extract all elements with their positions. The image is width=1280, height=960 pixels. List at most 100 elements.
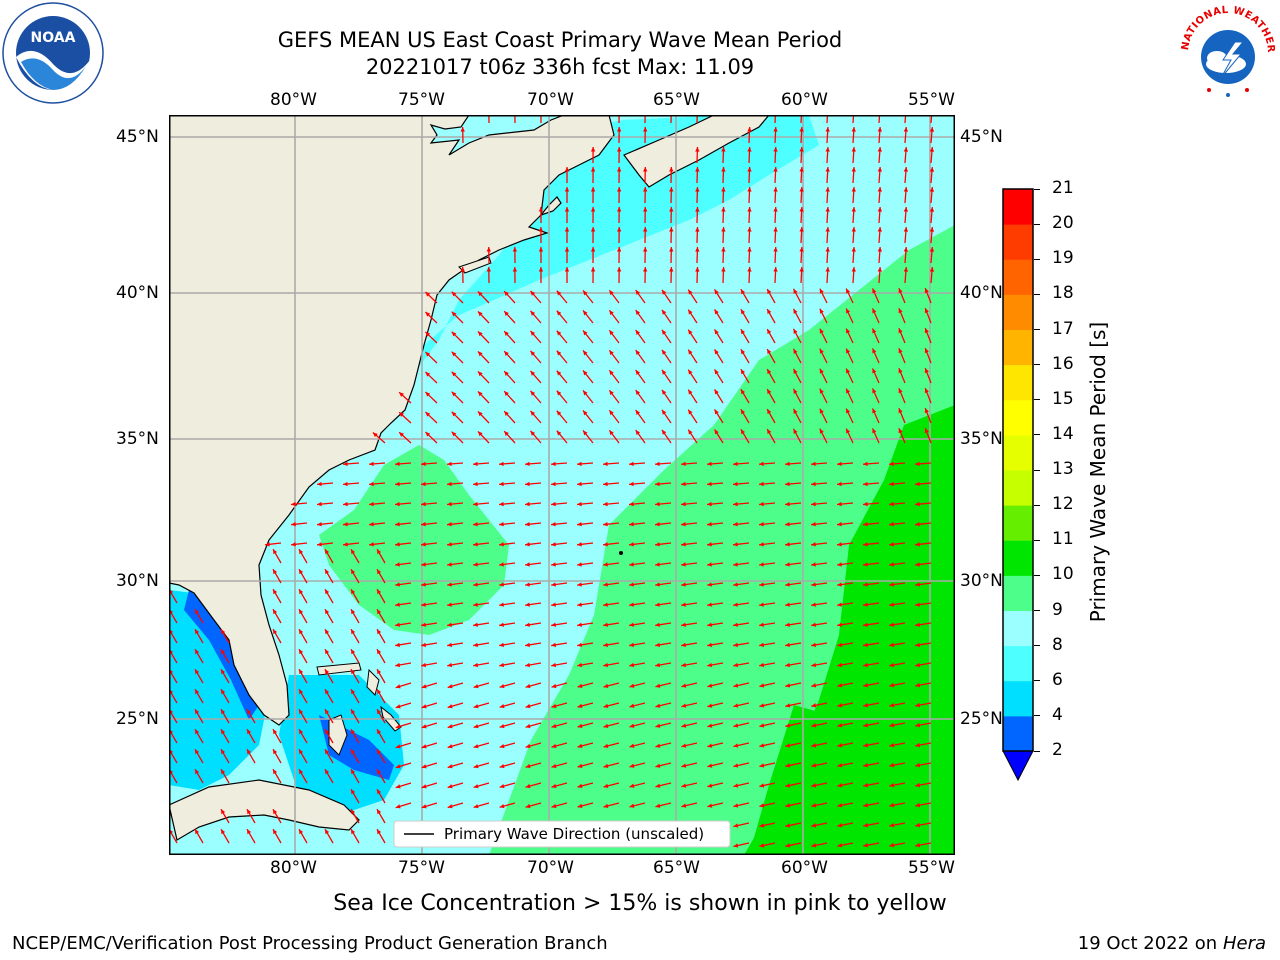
wave-arrow-head <box>473 704 479 709</box>
wave-arrow-head <box>525 723 531 729</box>
wave-arrow-head <box>799 247 804 252</box>
wave-arrow-head <box>477 431 483 437</box>
wave-arrow-head <box>564 187 570 192</box>
wave-arrow-head <box>473 784 479 789</box>
wave-arrow-head <box>525 542 530 547</box>
wave-arrow-head <box>551 642 557 647</box>
wave-arrow-head <box>299 709 304 715</box>
wave-arrow-head <box>655 481 660 487</box>
wave-arrow-head <box>799 207 804 212</box>
wave-arrow-head <box>707 803 713 808</box>
wave-arrow-head <box>530 410 536 416</box>
lon-tick-top-60: 60°W <box>781 90 828 110</box>
wave-arrow-head <box>759 481 764 487</box>
wave-arrow-head <box>773 127 778 132</box>
wave-arrow-head <box>825 127 830 132</box>
wave-arrow-head <box>773 267 778 272</box>
wave-arrow-head <box>577 703 583 709</box>
wave-arrow-head <box>195 749 200 755</box>
wave-arrow-head <box>421 724 427 729</box>
wave-arrow-head <box>688 389 693 395</box>
wave-arrow-head <box>759 522 764 527</box>
wave-arrow-head <box>846 348 851 354</box>
wave-arrow-head <box>863 703 869 708</box>
wave-arrow-head <box>499 461 504 467</box>
wave-arrow-head <box>793 348 798 354</box>
wave-arrow-head <box>643 187 648 192</box>
wave-arrow-head <box>377 649 382 655</box>
wave-arrow-head <box>681 743 687 748</box>
wave-arrow-head <box>603 723 609 728</box>
wave-arrow-head <box>837 723 843 728</box>
period-region-10-11-south <box>749 705 849 855</box>
lon-tick-bottom-60: 60°W <box>781 858 828 878</box>
wave-arrow-head <box>714 329 719 335</box>
wave-arrow-head <box>915 842 921 848</box>
wave-arrow-head <box>872 328 877 334</box>
wave-arrow-head <box>903 227 909 232</box>
wave-arrow-head <box>421 784 427 789</box>
wave-arrow-head <box>499 803 505 809</box>
lon-tick-bottom-75: 75°W <box>398 858 445 878</box>
colorbar-tick: 10 <box>1052 564 1074 585</box>
wave-arrow-head <box>747 127 752 132</box>
wave-arrow-head <box>291 522 296 527</box>
wave-arrow-head <box>740 309 746 315</box>
wave-arrow-head <box>395 522 400 527</box>
wave-arrow-head <box>714 389 719 395</box>
wave-arrow-head <box>325 609 330 615</box>
wave-arrow-head <box>707 642 713 647</box>
wave-arrow-head <box>889 461 894 467</box>
wave-arrow-head <box>525 461 530 467</box>
wave-arrow-head <box>629 662 635 668</box>
wave-arrow-head <box>924 328 929 334</box>
wave-arrow-head <box>929 247 935 252</box>
wave-arrow-head <box>273 609 278 615</box>
wave-arrow-head <box>759 843 765 848</box>
wave-arrow-head <box>837 642 843 647</box>
wave-arrow-head <box>421 582 426 587</box>
wave-arrow-head <box>299 549 304 555</box>
wave-arrow-head <box>846 388 851 394</box>
wave-arrow-head <box>819 308 824 314</box>
colorbar-tick: 8 <box>1052 634 1063 655</box>
wave-arrow-head <box>681 562 686 567</box>
wave-arrow-head <box>681 582 686 587</box>
wave-arrow-head <box>477 311 483 317</box>
wave-arrow-head <box>525 582 530 587</box>
wave-arrow-head <box>473 602 478 607</box>
wave-arrow-head <box>733 803 739 808</box>
wave-arrow-head <box>898 328 903 334</box>
wave-arrow-head <box>825 167 830 172</box>
wave-arrow-head <box>603 662 609 668</box>
wave-arrow-head <box>590 247 596 252</box>
wave-arrow-head <box>889 842 895 848</box>
wave-arrow-head <box>325 669 330 675</box>
wave-arrow-head <box>773 187 778 192</box>
wave-arrow-head <box>351 569 356 575</box>
wave-arrow-head <box>325 569 330 575</box>
wave-arrow-head <box>924 348 929 354</box>
lat-tick-right-45: 45°N <box>960 127 1003 147</box>
wave-arrow-head <box>525 703 531 709</box>
wave-arrow-head <box>221 769 226 775</box>
wave-arrow-head <box>603 763 609 768</box>
wave-arrow-head <box>707 542 712 547</box>
colorbar-tick-mark <box>1034 399 1040 401</box>
wave-arrow-head <box>851 267 856 272</box>
wave-arrow-head <box>317 501 322 507</box>
wave-arrow-head <box>793 368 798 374</box>
wave-arrow-head <box>525 763 531 769</box>
wave-arrow-head <box>556 390 562 396</box>
wave-arrow-head <box>721 187 726 192</box>
wave-arrow-head <box>747 187 752 192</box>
wave-arrow-head <box>299 729 304 735</box>
wave-arrow-head <box>590 207 596 212</box>
wave-arrow-head <box>747 227 752 232</box>
wave-arrow-head <box>395 501 400 507</box>
wave-arrow-head <box>915 762 921 768</box>
wave-arrow-head <box>825 247 830 252</box>
wave-arrow-head <box>372 432 378 438</box>
wave-arrow-head <box>590 227 596 232</box>
wave-arrow-head <box>530 430 536 436</box>
